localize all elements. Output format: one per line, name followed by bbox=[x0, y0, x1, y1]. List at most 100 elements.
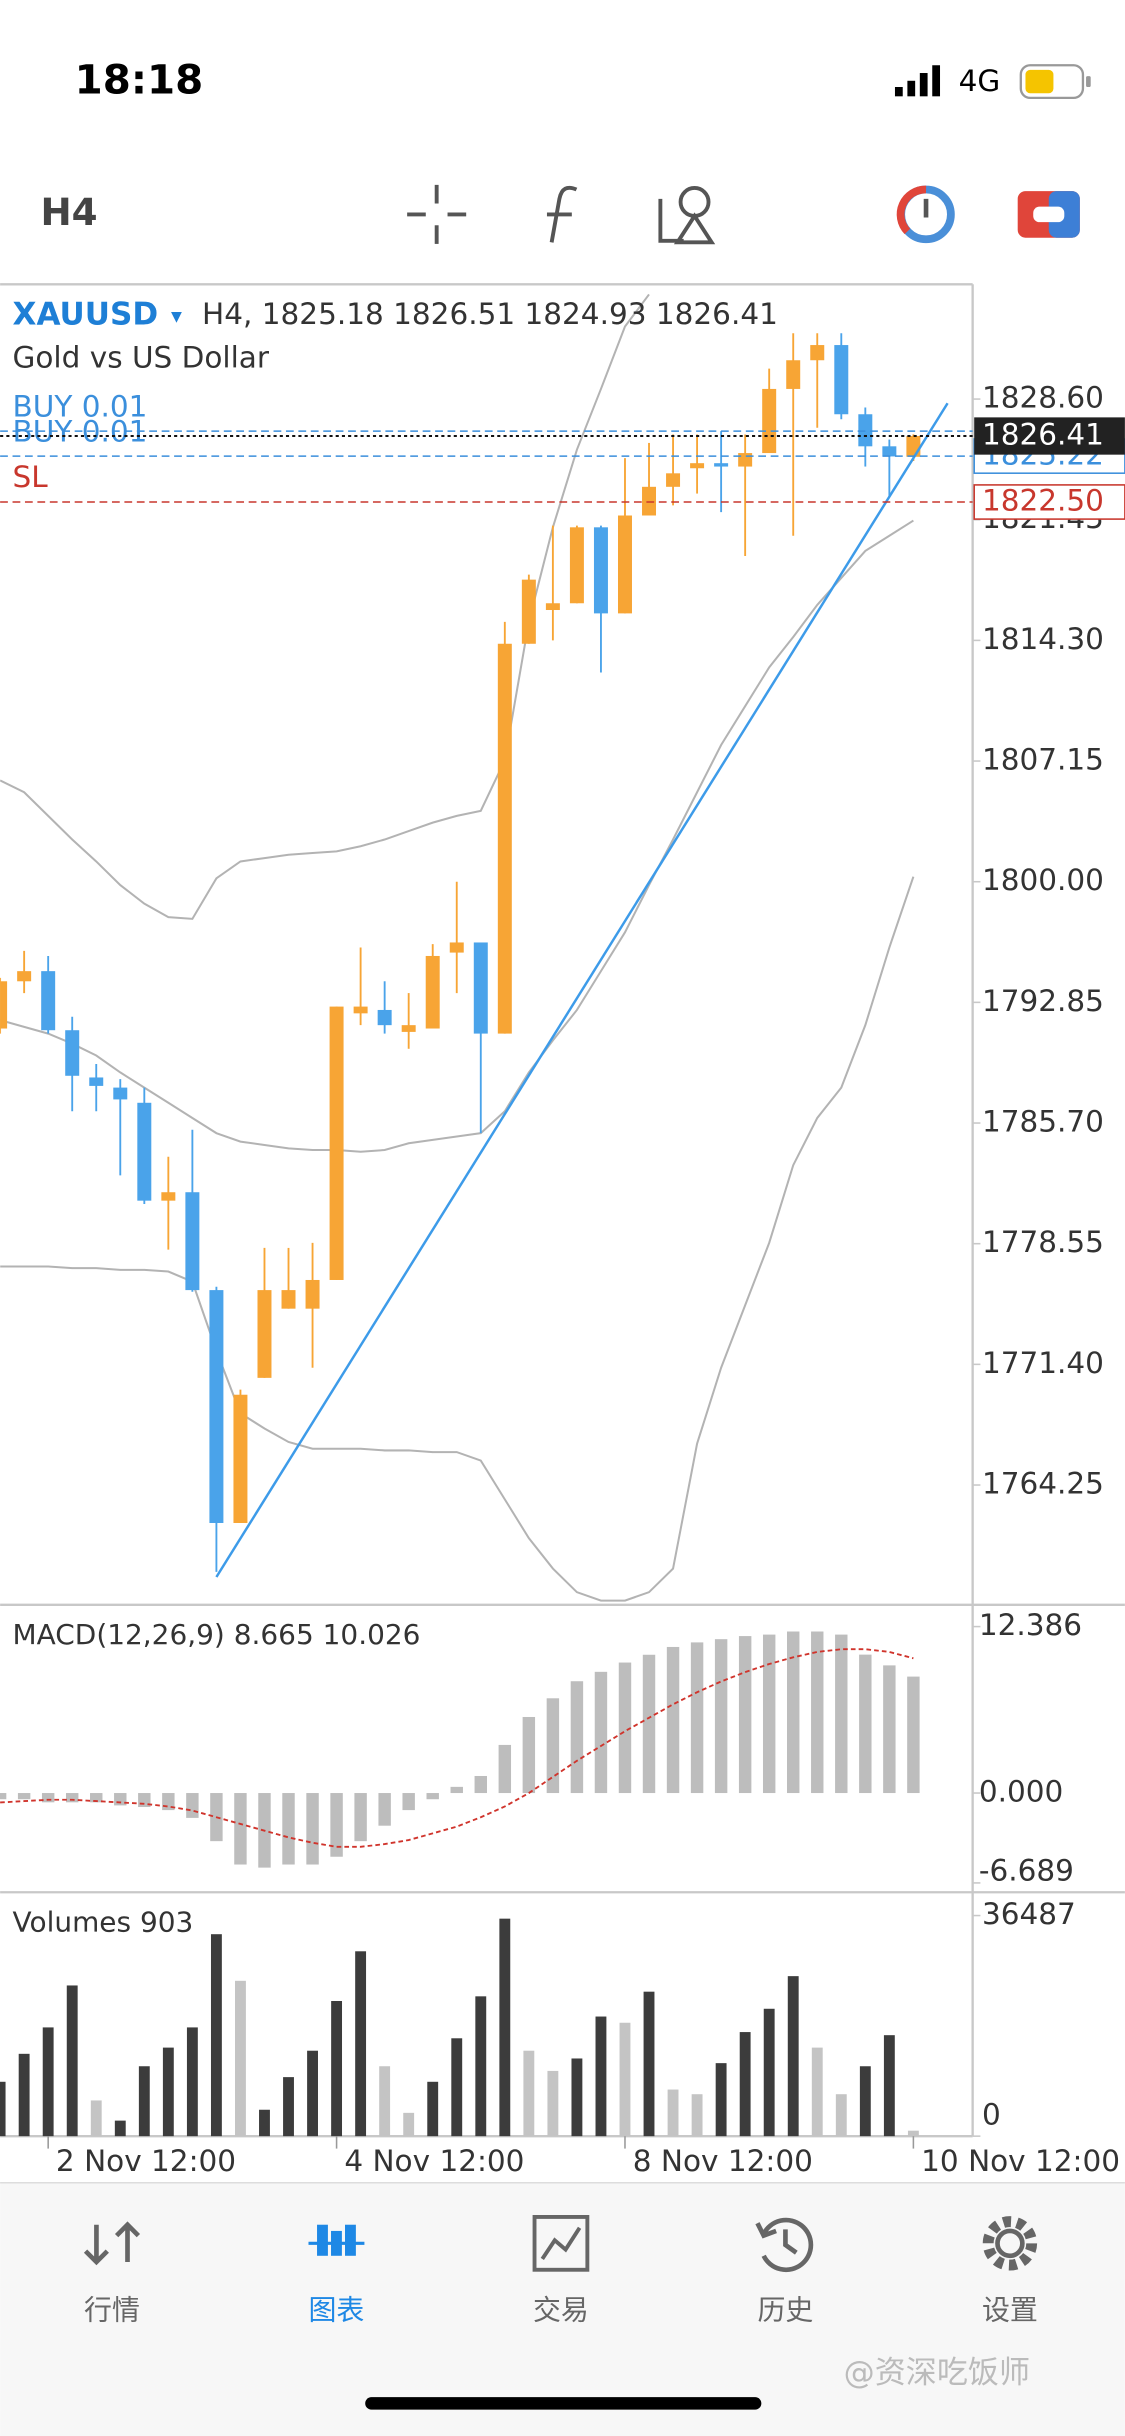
macd-bar bbox=[522, 1716, 536, 1794]
order-label: BUY 0.01 bbox=[13, 389, 148, 423]
tab-label[interactable]: 图表 bbox=[308, 2294, 364, 2327]
y-tick-label: 1792.85 bbox=[982, 984, 1104, 1018]
candle-body bbox=[257, 1290, 272, 1378]
volume-bar bbox=[0, 2081, 6, 2137]
tab-icon[interactable] bbox=[308, 2224, 365, 2256]
candle-body bbox=[113, 1087, 128, 1100]
tabs: 行情 图表 交易 历史 设置 bbox=[83, 2215, 1038, 2327]
macd-bar bbox=[17, 1793, 31, 1800]
volume-bar bbox=[907, 2130, 919, 2137]
overlay: 1828.601821.451814.301807.151800.001792.… bbox=[0, 381, 1125, 2178]
order-label: SL bbox=[13, 460, 49, 494]
macd-bar bbox=[738, 1636, 752, 1794]
tab-label[interactable]: 历史 bbox=[757, 2294, 813, 2327]
candle-body bbox=[425, 955, 440, 1029]
y-tick-label: 1807.15 bbox=[982, 743, 1104, 777]
candle-body bbox=[666, 473, 681, 487]
indicator-button[interactable] bbox=[546, 185, 578, 243]
candle-body bbox=[233, 1394, 248, 1523]
current-price-box bbox=[974, 417, 1125, 455]
volume-bar bbox=[499, 1918, 511, 2137]
macd-bar bbox=[666, 1646, 680, 1794]
network-label: 4G bbox=[959, 64, 1001, 98]
macd-bar bbox=[186, 1793, 199, 1818]
macd-bar bbox=[714, 1639, 728, 1794]
volume-bar bbox=[859, 2066, 871, 2137]
volume-bar bbox=[379, 2066, 391, 2137]
objects-button[interactable] bbox=[658, 186, 716, 245]
candle-body bbox=[377, 1009, 392, 1026]
macd-title: MACD(12,26,9) 8.665 10.026 bbox=[13, 1618, 421, 1651]
tab-icon[interactable] bbox=[83, 2221, 141, 2266]
volume-bar bbox=[715, 2063, 727, 2137]
tab-bar bbox=[0, 2182, 1125, 2436]
candle-body bbox=[209, 1290, 224, 1523]
icon bbox=[982, 2216, 1038, 2271]
timeframe-button[interactable]: H4 bbox=[40, 190, 97, 234]
candle-body bbox=[353, 1006, 368, 1014]
tab-label[interactable]: 设置 bbox=[982, 2294, 1038, 2327]
x-tick-label: 8 Nov 12:00 bbox=[633, 2144, 813, 2178]
macd-bar bbox=[498, 1744, 512, 1794]
tab-label[interactable]: 行情 bbox=[84, 2294, 140, 2327]
volume-bar bbox=[18, 2053, 30, 2137]
crosshair-button[interactable] bbox=[407, 184, 467, 244]
volume-bar bbox=[811, 2047, 823, 2137]
tab-icon[interactable] bbox=[982, 2216, 1038, 2271]
trendline bbox=[215, 402, 949, 1578]
volume-bar bbox=[427, 2081, 439, 2137]
candle-body bbox=[0, 981, 8, 1029]
macd-bar bbox=[65, 1793, 79, 1803]
price-plot bbox=[0, 293, 921, 1602]
candle-body bbox=[810, 345, 825, 361]
symbol[interactable]: XAUUSD bbox=[13, 296, 159, 332]
oneclick-button[interactable] bbox=[896, 185, 955, 244]
battery-icon bbox=[1019, 64, 1091, 100]
candle-body bbox=[41, 971, 56, 1031]
macd-bar bbox=[546, 1698, 560, 1794]
candle-body bbox=[738, 453, 753, 467]
macd-bar bbox=[690, 1642, 704, 1794]
bollinger-lower bbox=[0, 876, 915, 1602]
volume-tick-label: 36487 bbox=[982, 1897, 1076, 1931]
volume-bar bbox=[259, 2109, 270, 2137]
volume-bar bbox=[547, 2070, 559, 2137]
symbol-dropdown[interactable]: ▾ bbox=[171, 304, 182, 329]
volume-bar bbox=[90, 2100, 102, 2137]
tab-icon[interactable] bbox=[532, 2215, 590, 2272]
watermark: @资深吃饭师 bbox=[844, 2355, 1030, 2391]
candle-body bbox=[281, 1290, 296, 1309]
signal-icon bbox=[894, 65, 941, 97]
macd-bar bbox=[0, 1793, 7, 1800]
macd-bar bbox=[642, 1654, 656, 1794]
y-tick-label: 1771.40 bbox=[982, 1346, 1104, 1380]
status-time: 18:18 bbox=[75, 56, 204, 103]
macd-bar bbox=[762, 1634, 776, 1794]
trade-button[interactable] bbox=[1017, 191, 1080, 238]
candle-body bbox=[882, 446, 897, 457]
macd-bar bbox=[618, 1662, 632, 1794]
macd-bar bbox=[282, 1793, 295, 1865]
tab-icon[interactable] bbox=[755, 2217, 814, 2273]
tab-label[interactable]: 交易 bbox=[533, 2294, 589, 2327]
order-price-box bbox=[973, 484, 1125, 520]
volume-bar bbox=[138, 2066, 150, 2137]
ohlc-info: H4, 1825.18 1826.51 1824.93 1826.41 bbox=[202, 297, 778, 331]
x-tick-label: 4 Nov 12:00 bbox=[344, 2144, 524, 2178]
candle-body bbox=[137, 1102, 152, 1201]
volume-bar bbox=[42, 2027, 54, 2137]
candle-body bbox=[545, 603, 560, 611]
y-tick-label: 1785.70 bbox=[982, 1105, 1104, 1139]
volume-bar bbox=[66, 1985, 78, 2137]
candle-body bbox=[642, 486, 657, 516]
candle-body bbox=[473, 942, 488, 1034]
macd-bar bbox=[426, 1793, 439, 1800]
symbol-description: Gold vs US Dollar bbox=[13, 340, 270, 374]
macd-bar bbox=[811, 1631, 824, 1794]
macd-bar bbox=[835, 1634, 848, 1794]
macd-bar bbox=[41, 1793, 55, 1803]
volume-bar bbox=[739, 2032, 751, 2137]
volume-bar bbox=[643, 1991, 655, 2137]
candle-body bbox=[329, 1006, 344, 1280]
